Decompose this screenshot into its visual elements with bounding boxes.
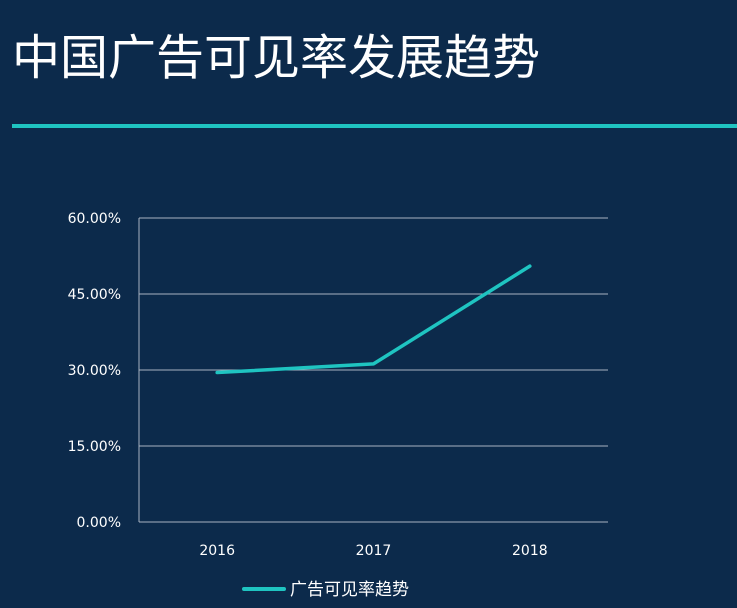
legend-label: 广告可见率趋势 — [290, 580, 409, 600]
series-line — [215, 264, 532, 375]
gridlines — [139, 217, 608, 447]
y-tick-label: 15.00% — [68, 439, 121, 455]
y-tick-label: 30.00% — [68, 363, 121, 379]
x-tick-label: 2016 — [199, 543, 235, 559]
x-tick-label: 2018 — [512, 543, 548, 559]
slide-title: 中国广告可见率发展趋势 — [12, 30, 541, 86]
series-lines — [215, 264, 532, 375]
y-axis-tick-labels: 0.00% 15.00% 30.00% 45.00% 60.00% — [68, 211, 121, 531]
x-axis-tick-labels: 2016 2017 2018 — [199, 543, 547, 559]
y-tick-label: 0.00% — [77, 515, 121, 531]
title-divider — [12, 124, 737, 128]
x-tick-label: 2017 — [356, 543, 392, 559]
axes — [138, 218, 608, 523]
legend: 广告可见率趋势 — [242, 580, 409, 600]
y-tick-label: 60.00% — [68, 211, 121, 227]
y-tick-label: 45.00% — [68, 287, 121, 303]
